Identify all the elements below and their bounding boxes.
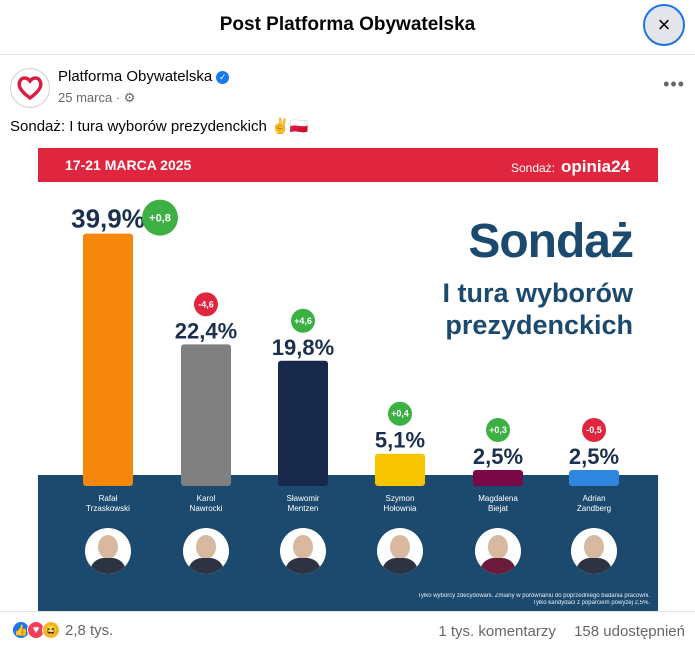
change-badge-6 bbox=[582, 418, 606, 442]
poll-source-brand: opinia24 bbox=[561, 157, 630, 176]
candidate-photo-3 bbox=[280, 528, 326, 574]
candidate-face bbox=[196, 535, 216, 559]
candidate-face bbox=[584, 535, 604, 559]
category-label-5-line-1: Magdalena bbox=[478, 494, 518, 503]
bar-1 bbox=[83, 233, 133, 486]
reactions-summary[interactable]: 👍 ♥ 😆 2,8 tys. bbox=[12, 621, 113, 639]
change-badge-3 bbox=[291, 308, 315, 333]
post-date[interactable]: 25 marca bbox=[58, 90, 113, 105]
post-header: Platforma Obywatelska ✓ 25 marca · ⚙ ••• bbox=[10, 66, 685, 112]
candidate-suit bbox=[576, 558, 612, 574]
change-badge-1 bbox=[142, 199, 178, 236]
post-stats: 1 tys. komentarzy 158 udostępnień bbox=[424, 623, 685, 640]
heart-logo-icon bbox=[17, 76, 43, 100]
candidate-photo-2 bbox=[183, 528, 229, 574]
change-badge-4 bbox=[388, 401, 412, 426]
graphic-header-band: 17-21 MARCA 2025 Sondaż: opinia24 bbox=[38, 148, 658, 182]
candidate-photo-4 bbox=[377, 528, 423, 574]
change-label-5: +0,3 bbox=[489, 425, 507, 435]
change-label-4: +0,4 bbox=[391, 409, 409, 419]
category-label-1-line-1: Rafał bbox=[99, 494, 118, 503]
candidate-suit bbox=[285, 558, 321, 574]
graphic-headline: Sondaż bbox=[468, 215, 634, 268]
bar-2 bbox=[181, 344, 231, 486]
value-label-2: 22,4% bbox=[175, 318, 237, 343]
close-icon: × bbox=[657, 12, 671, 37]
value-label-5: 2,5% bbox=[473, 444, 523, 469]
poll-graphic[interactable]: 17-21 MARCA 2025 Sondaż: opinia24 Sondaż … bbox=[38, 148, 658, 611]
category-label-6-line-2: Zandberg bbox=[577, 504, 611, 513]
graphic-subheadline-line-2: prezydenckich bbox=[445, 310, 633, 340]
category-label-3-line-1: Sławomir bbox=[287, 494, 320, 503]
value-label-3: 19,8% bbox=[272, 335, 334, 360]
candidate-photo-6 bbox=[571, 528, 617, 574]
category-label-3-line-2: Mentzen bbox=[288, 504, 319, 513]
page-name-label[interactable]: Platforma Obywatelska bbox=[58, 68, 213, 85]
bar-6 bbox=[569, 470, 619, 486]
candidate-photo-5 bbox=[475, 528, 521, 574]
poll-date-range: 17-21 MARCA 2025 bbox=[65, 157, 192, 173]
change-label-6: -0,5 bbox=[586, 425, 602, 435]
category-label-6-line-1: Adrian bbox=[582, 494, 605, 503]
value-label-4: 5,1% bbox=[375, 428, 425, 453]
haha-reaction-icon: 😆 bbox=[42, 621, 60, 639]
category-label-1-line-2: Trzaskowski bbox=[86, 504, 130, 513]
bar-4 bbox=[375, 453, 425, 486]
category-label-2-line-2: Nawrocki bbox=[190, 504, 223, 513]
footnote-line-2: Tylko kandydaci z poparciem powyżej 2,5%… bbox=[532, 600, 650, 606]
page-avatar[interactable] bbox=[10, 68, 50, 108]
candidate-suit bbox=[188, 558, 224, 574]
close-button[interactable]: × bbox=[643, 4, 685, 46]
candidate-face bbox=[488, 535, 508, 559]
candidate-suit bbox=[480, 558, 516, 574]
candidate-suit bbox=[382, 558, 418, 574]
category-label-5-line-2: Biejat bbox=[488, 504, 509, 513]
poll-source-label: Sondaż: bbox=[510, 161, 556, 175]
candidate-photo-1 bbox=[85, 528, 131, 574]
category-label-4-line-2: Hołownia bbox=[384, 504, 417, 513]
dialog-header: Post Platforma Obywatelska × bbox=[0, 0, 695, 55]
change-label-2: -4,6 bbox=[198, 299, 214, 309]
graphic-subheadline-line-1: I tura wyborów bbox=[442, 278, 633, 308]
category-label-4-line-1: Szymon bbox=[386, 494, 415, 503]
bar-3 bbox=[278, 360, 328, 486]
footnote-line-1: Tylko wyborcy zdecydowani. Zmiany w poró… bbox=[417, 593, 650, 599]
post-footer: 👍 ♥ 😆 2,8 tys. 1 tys. komentarzy 158 udo… bbox=[0, 611, 695, 651]
category-label-2-line-1: Karol bbox=[197, 494, 216, 503]
post-meta: 25 marca · ⚙ bbox=[58, 90, 136, 105]
change-badge-2 bbox=[194, 292, 218, 317]
page-name[interactable]: Platforma Obywatelska ✓ bbox=[58, 68, 230, 85]
candidate-face bbox=[390, 535, 410, 559]
gear-icon: ⚙ bbox=[123, 90, 136, 105]
value-label-1: 39,9% bbox=[71, 204, 145, 234]
candidate-suit bbox=[90, 558, 126, 574]
reaction-count[interactable]: 2,8 tys. bbox=[65, 621, 114, 639]
bar-5 bbox=[473, 470, 523, 486]
post-caption: Sondaż: I tura wyborów prezydenckich ✌️🇵… bbox=[10, 118, 309, 135]
poll-source: Sondaż: opinia24 bbox=[511, 157, 630, 177]
comments-count[interactable]: 1 tys. komentarzy bbox=[438, 623, 556, 640]
graphic-base-band bbox=[38, 475, 658, 611]
verified-badge-icon: ✓ bbox=[216, 71, 230, 84]
change-label-3: +4,6 bbox=[294, 316, 312, 326]
change-badge-5 bbox=[486, 418, 510, 442]
more-options-button[interactable]: ••• bbox=[663, 74, 685, 94]
dialog-title: Post Platforma Obywatelska bbox=[219, 14, 476, 35]
change-label-1: +0,8 bbox=[149, 213, 171, 225]
shares-count[interactable]: 158 udostępnień bbox=[574, 623, 685, 640]
candidate-face bbox=[98, 535, 118, 559]
value-label-6: 2,5% bbox=[569, 444, 619, 469]
candidate-face bbox=[293, 535, 313, 559]
